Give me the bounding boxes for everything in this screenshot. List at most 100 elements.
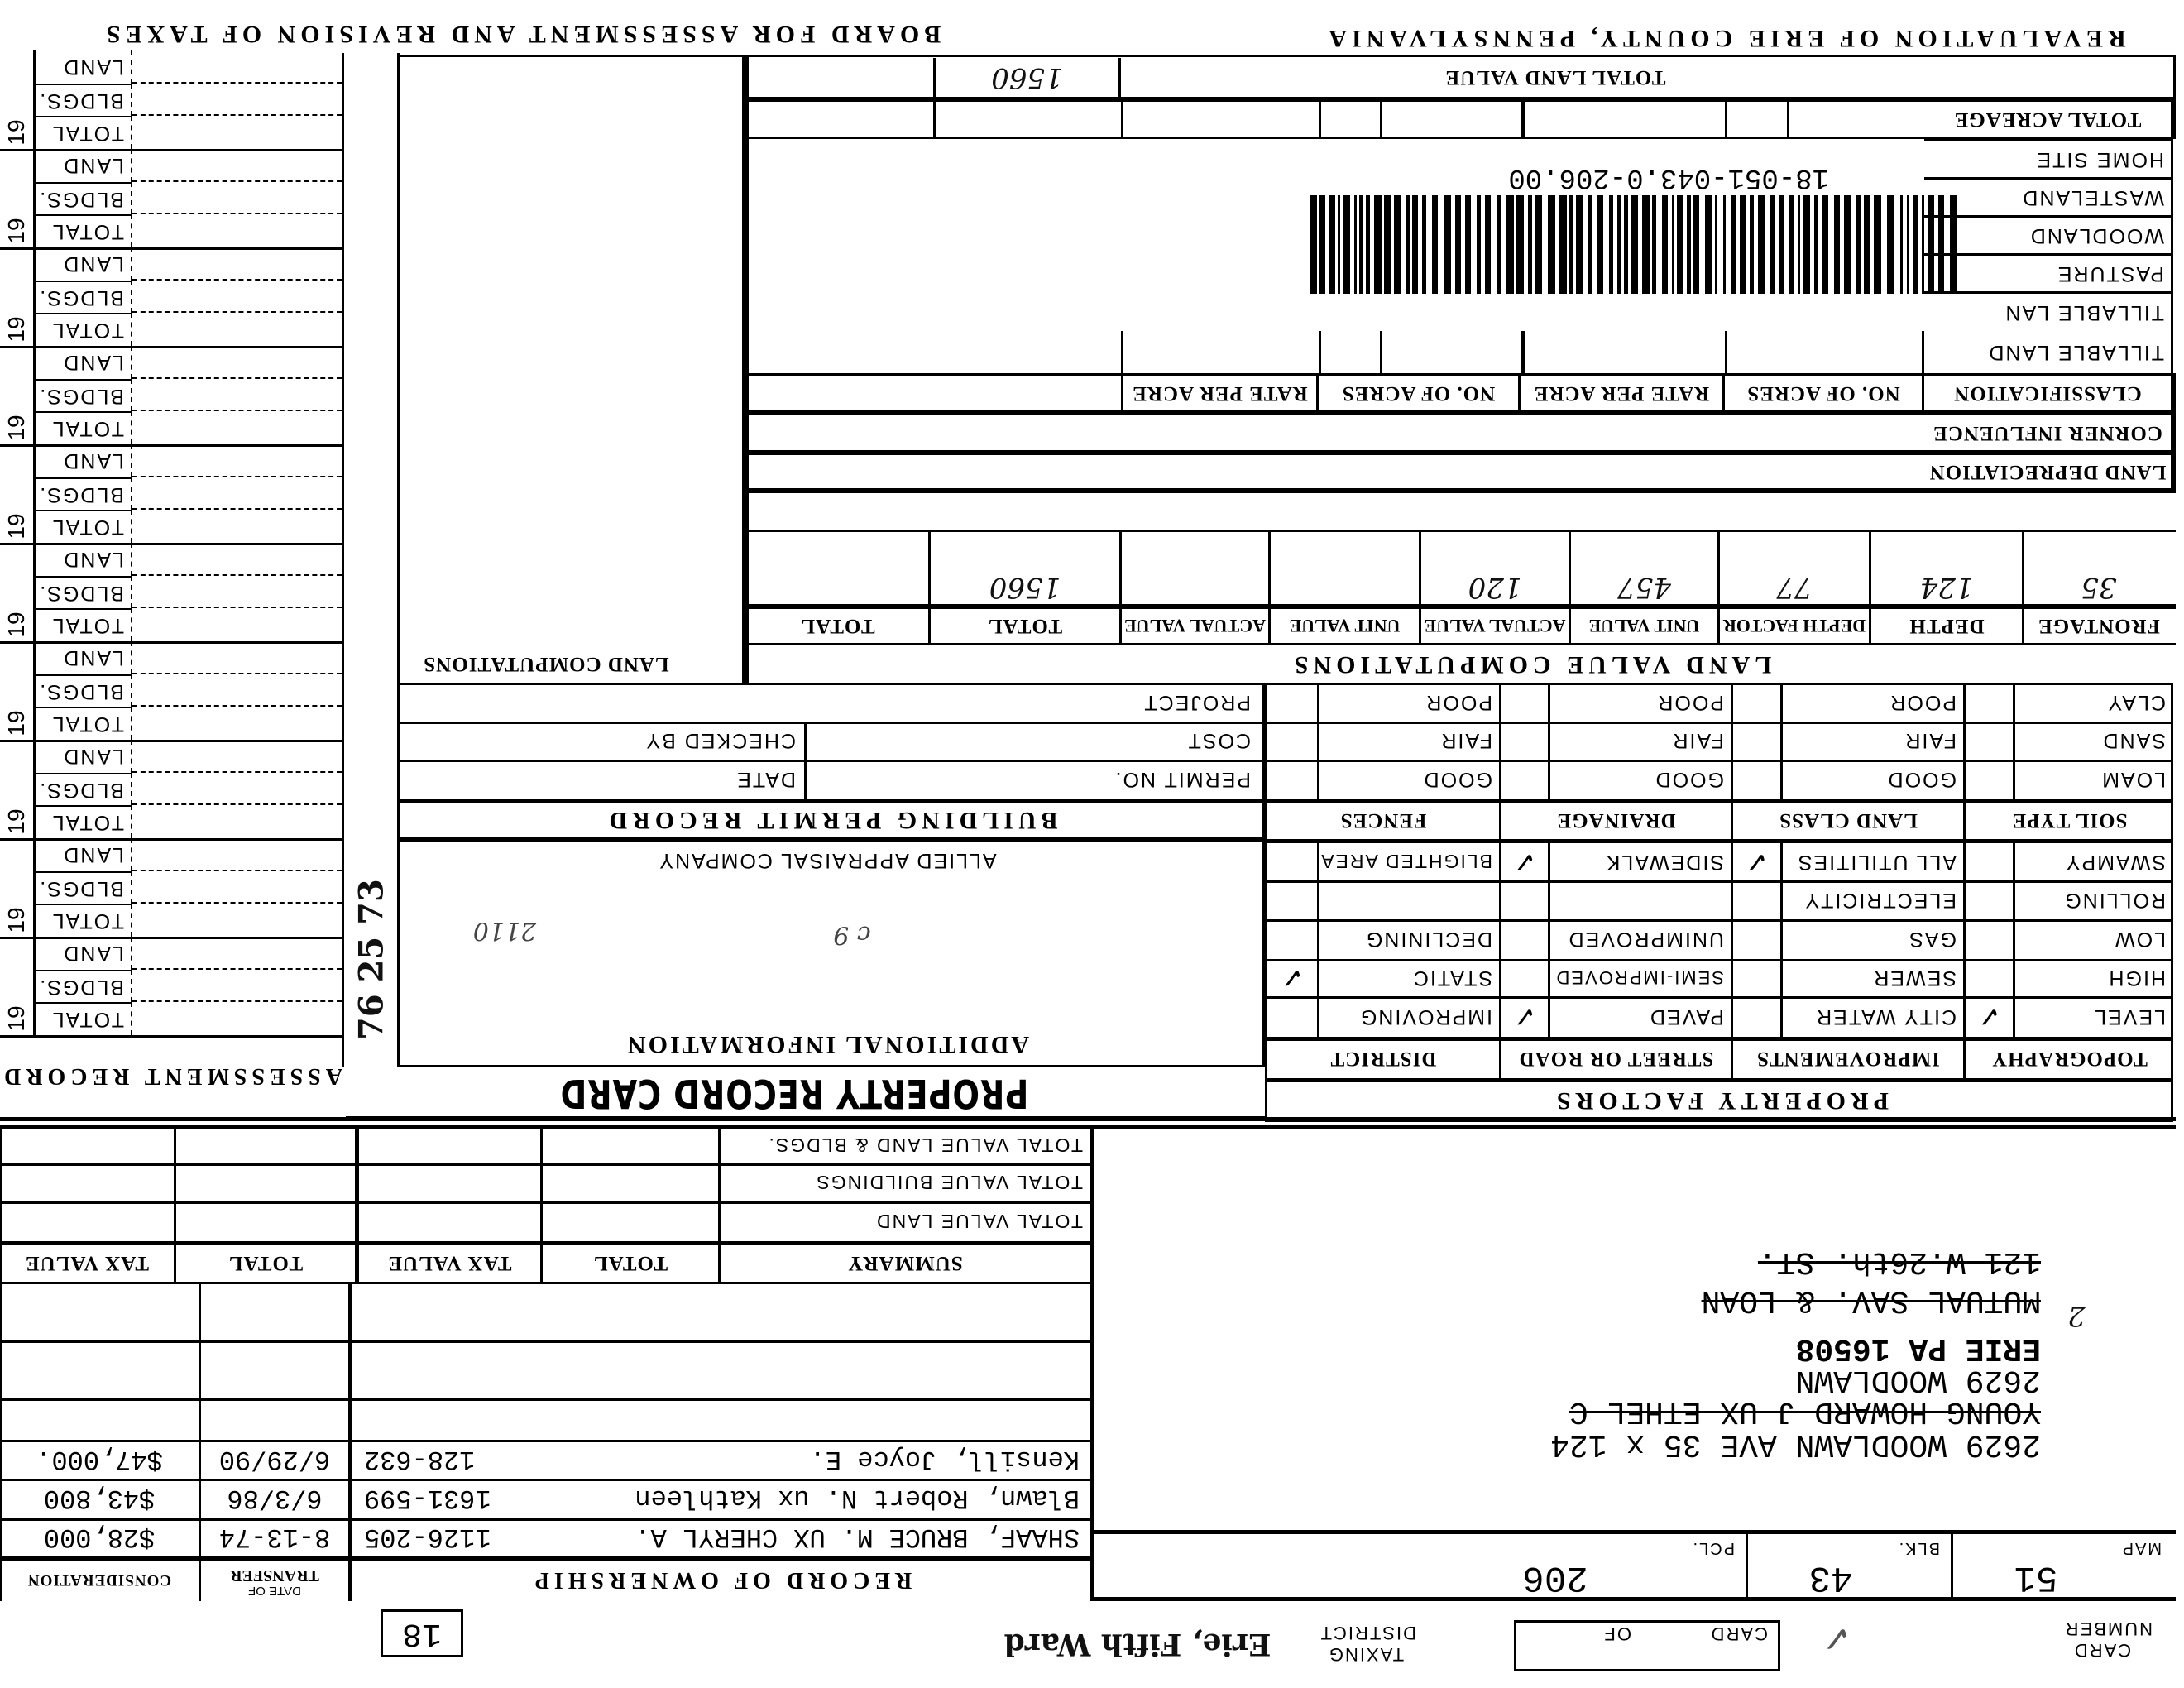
assessment-group: 19 TOTAL BLDGS. LAND [0, 838, 342, 939]
assessment-bldgs-label: BLDGS. [36, 84, 132, 116]
property-record-card-title: PROPERTY RECORD CARD [559, 1070, 1029, 1116]
transfer-label: TRANSFER [230, 1566, 319, 1585]
assessment-total-label: TOTAL [36, 904, 132, 937]
assessment-group: 19 TOTAL BLDGS. LAND [0, 740, 342, 841]
assessment-total-label: TOTAL [36, 411, 132, 444]
barcode-bar [1928, 195, 1934, 294]
divider [0, 1340, 1090, 1343]
assessment-line [132, 279, 342, 281]
assessment-bldgs-label: BLDGS. [36, 576, 132, 608]
assessment-bldgs-label: BLDGS. [36, 182, 132, 214]
assessment-land-label: LAND [36, 149, 132, 182]
divider [1319, 99, 1321, 139]
barcode-bar [1913, 195, 1918, 294]
building-permit-title: BUILDING PERMIT RECORD [604, 807, 1058, 834]
year-prefix: 19 [3, 710, 29, 736]
address-line-street: 2629 WOODLAWN [1795, 1362, 2041, 1398]
factor-drainage-poor: POOR [1656, 691, 1724, 714]
barcode-bar [1485, 195, 1491, 294]
checkbox-static-checked[interactable]: ✓ [1280, 961, 1305, 994]
assessment-line [132, 705, 342, 707]
checkbox-level-checked[interactable]: ✓ [1977, 1000, 2001, 1033]
barcode-bar [1588, 195, 1592, 294]
rate-per-acre-header: RATE PER ACRE [1521, 373, 1725, 413]
unit-value-2-header: UNIT VALUE [1289, 616, 1401, 637]
factor-static: STATIC [1411, 966, 1492, 990]
assessment-line [132, 377, 342, 379]
year-prefix: 19 [3, 119, 29, 146]
divider [0, 1117, 2176, 1121]
assessment-group: 19 TOTAL BLDGS. LAND [0, 50, 342, 151]
factor-level: LEVEL [2093, 1005, 2166, 1029]
barcode-bar [1609, 195, 1613, 294]
barcode-bar [1693, 195, 1699, 294]
total-2-value [747, 568, 928, 607]
assessment-bldgs-label: BLDGS. [36, 871, 132, 904]
owner-date: 6/29/90 [218, 1444, 331, 1475]
district-label: DISTRICT [1319, 1623, 1416, 1643]
assessment-line [132, 771, 342, 773]
actual-value-value: 120 [1468, 571, 1522, 604]
depth-factor-header: DEPTH FACTOR [1722, 616, 1866, 637]
summary-buildings-label: TOTAL VALUE BUILDINGS [815, 1172, 1083, 1194]
year-prefix: 19 [3, 415, 29, 441]
barcode-bar [1844, 195, 1851, 294]
barcode-bar [1455, 195, 1461, 294]
assessment-line [132, 968, 342, 970]
assessment-land-label: LAND [36, 641, 132, 674]
factor-high: HIGH [2107, 966, 2167, 990]
soil-type-header: SOIL TYPE [2011, 809, 2128, 832]
taxing-label: TAXING [1327, 1644, 1405, 1665]
assessment-line [132, 1000, 342, 1002]
barcode-bar [1497, 195, 1501, 294]
acreage-row-tillable-lan: TILLABLE LAN [1924, 291, 2173, 331]
owner-name: SHAAF, BRUCE M. UX CHERYL A. [635, 1522, 1080, 1553]
barcode-bar [1569, 195, 1573, 294]
owner-name: Blawn, Robert N. ux Kathleen [635, 1483, 1080, 1514]
checked-by-label: CHECKED BY [644, 729, 796, 753]
summary-land-bldgs-label: TOTAL VALUE LAND & BLDGS. [767, 1134, 1083, 1157]
factor-city-water: CITY WATER [1815, 1005, 1956, 1029]
factor-fences-fair: FAIR [1439, 729, 1492, 753]
checkbox-all-utilities-checked[interactable]: ✓ [1745, 846, 1769, 878]
barcode-bar [1950, 195, 1957, 294]
barcode-bar [1938, 195, 1944, 294]
barcode-bar [1516, 195, 1524, 294]
assessment-handwritten-note: 76 25 73 [352, 879, 391, 1041]
assessment-line [132, 574, 342, 576]
total-header: TOTAL [987, 615, 1063, 638]
drainage-header: DRAINAGE [1556, 809, 1676, 832]
card-number-label-2: CARD [2072, 1640, 2132, 1661]
handwritten-note-1: 2110 [472, 916, 537, 946]
divider [1319, 331, 1321, 373]
barcode-bar [1374, 195, 1382, 294]
summary-tax-value-header-2: TAX VALUE [25, 1252, 150, 1274]
barcode-bar [1576, 195, 1583, 294]
assessment-land-label: LAND [36, 740, 132, 773]
factor-declining: DECLINING [1364, 928, 1492, 952]
factor-semi-improved: SEMI-IMPROVED [1554, 967, 1724, 988]
barcode-bar [1922, 195, 1924, 294]
assessment-bldgs-label: BLDGS. [36, 379, 132, 411]
assessment-total-label: TOTAL [36, 707, 132, 740]
barcode-bar [1338, 195, 1340, 294]
card-number-label-1: NUMBER [2063, 1618, 2153, 1639]
barcode-bar [1384, 195, 1391, 294]
assessment-line [132, 410, 342, 411]
additional-information-title: ADDITIONAL INFORMATION [625, 1031, 1029, 1058]
address-line-prior-owner: YOUNG HOWARD J UX ETHEL C [1569, 1393, 2041, 1430]
factor-sewer: SEWER [1872, 966, 1956, 990]
assessment-bldgs-label: BLDGS. [36, 773, 132, 805]
factor-unimproved: UNIMPROVED [1567, 928, 1724, 952]
checkbox-paved-checked[interactable]: ✓ [1512, 1000, 1537, 1033]
factor-blighted-area: BLIGHTED AREA [1320, 851, 1492, 873]
no-of-acres-header: NO. OF ACRES [1725, 373, 1924, 413]
factor-sidewalk: SIDEWALK [1604, 851, 1724, 874]
owner-consideration: $47,000. [36, 1444, 163, 1475]
barcode-bar [1506, 195, 1514, 294]
classification-upper-lines [745, 331, 1924, 373]
checkbox-sidewalk-checked[interactable]: ✓ [1512, 846, 1537, 878]
assessment-land-label: LAND [36, 937, 132, 970]
year-prefix: 19 [3, 808, 29, 835]
frontage-value: 35 [2081, 571, 2117, 604]
